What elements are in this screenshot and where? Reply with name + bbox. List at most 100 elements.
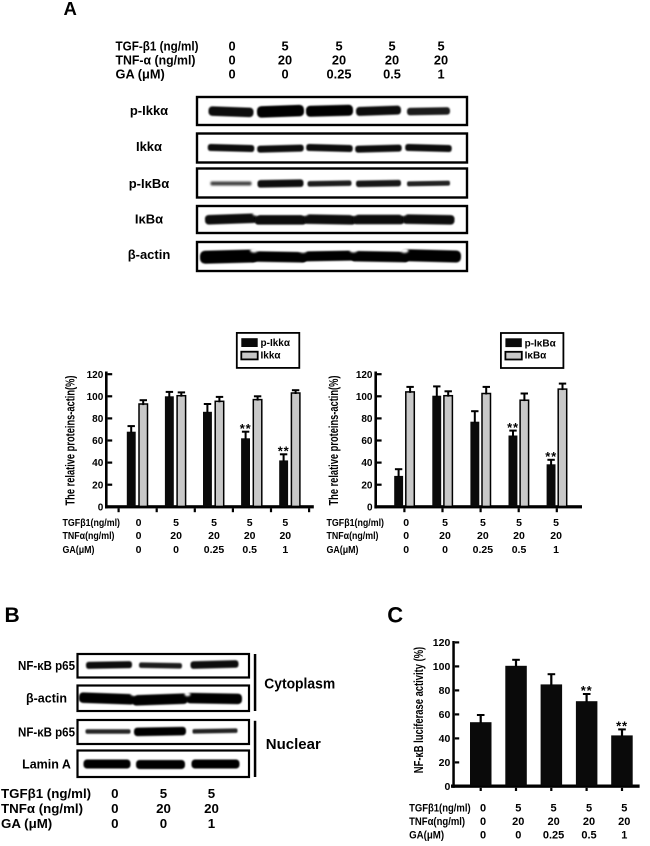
svg-text:5: 5 xyxy=(335,39,342,54)
svg-text:0: 0 xyxy=(228,53,235,68)
svg-text:0: 0 xyxy=(98,502,104,513)
svg-text:80: 80 xyxy=(92,414,104,425)
svg-text:1: 1 xyxy=(282,544,288,556)
svg-text:20: 20 xyxy=(156,801,171,816)
svg-text:1: 1 xyxy=(621,830,627,842)
svg-text:20: 20 xyxy=(512,816,524,828)
svg-text:0: 0 xyxy=(480,830,486,842)
svg-text:**: ** xyxy=(278,444,290,459)
svg-text:120: 120 xyxy=(356,370,373,381)
svg-text:5: 5 xyxy=(586,803,592,815)
svg-text:0: 0 xyxy=(444,781,450,793)
svg-text:5: 5 xyxy=(247,517,253,529)
svg-text:80: 80 xyxy=(361,414,373,425)
svg-text:20: 20 xyxy=(204,801,219,816)
svg-text:IκBα: IκBα xyxy=(525,351,548,362)
svg-text:5: 5 xyxy=(282,517,288,529)
svg-text:60: 60 xyxy=(361,436,373,447)
svg-text:0: 0 xyxy=(136,544,142,556)
svg-text:**: ** xyxy=(240,421,252,436)
svg-text:TNFα(ng/ml): TNFα(ng/ml) xyxy=(327,531,379,542)
svg-text:0: 0 xyxy=(136,517,142,529)
svg-text:20: 20 xyxy=(513,530,525,542)
svg-text:p-Ikkα: p-Ikkα xyxy=(261,338,291,349)
svg-text:TNF-α (ng/ml): TNF-α (ng/ml) xyxy=(116,53,196,68)
svg-text:0: 0 xyxy=(403,517,409,529)
svg-text:20: 20 xyxy=(550,530,562,542)
svg-text:Lamin A: Lamin A xyxy=(22,758,71,772)
svg-text:Ikkα: Ikkα xyxy=(136,139,162,154)
svg-text:20: 20 xyxy=(92,480,104,491)
svg-text:0.25: 0.25 xyxy=(204,544,225,556)
svg-text:TNFα (ng/ml): TNFα (ng/ml) xyxy=(1,801,83,816)
svg-text:**: ** xyxy=(507,420,519,435)
svg-text:1: 1 xyxy=(553,544,559,556)
svg-text:TGFβ1(ng/ml): TGFβ1(ng/ml) xyxy=(63,518,121,529)
svg-text:20: 20 xyxy=(439,757,451,769)
svg-text:p-Ikkα: p-Ikkα xyxy=(130,103,168,118)
svg-text:5: 5 xyxy=(553,517,559,529)
svg-text:GA (μM): GA (μM) xyxy=(116,67,165,82)
svg-text:The relative proteins-actin(%): The relative proteins-actin(%) xyxy=(327,376,341,506)
svg-text:20: 20 xyxy=(547,816,559,828)
svg-text:80: 80 xyxy=(439,685,451,697)
svg-text:p-IκBα: p-IκBα xyxy=(525,338,557,349)
svg-text:5: 5 xyxy=(388,39,395,54)
svg-text:20: 20 xyxy=(278,53,292,68)
svg-text:TGFβ1 (ng/ml): TGFβ1 (ng/ml) xyxy=(1,786,91,801)
svg-text:Nuclear: Nuclear xyxy=(266,737,321,753)
svg-text:0: 0 xyxy=(228,39,235,54)
svg-text:20: 20 xyxy=(385,53,399,68)
svg-text:40: 40 xyxy=(439,733,451,745)
svg-text:5: 5 xyxy=(281,39,288,54)
svg-text:0.25: 0.25 xyxy=(327,67,352,82)
svg-text:20: 20 xyxy=(439,530,451,542)
svg-text:20: 20 xyxy=(618,816,630,828)
svg-text:0: 0 xyxy=(480,803,486,815)
svg-text:5: 5 xyxy=(515,803,521,815)
svg-text:0: 0 xyxy=(403,530,409,542)
svg-text:0: 0 xyxy=(281,67,288,82)
svg-text:0.5: 0.5 xyxy=(242,544,257,556)
svg-text:5: 5 xyxy=(551,803,557,815)
svg-text:Cytoplasm: Cytoplasm xyxy=(264,676,335,692)
svg-text:0: 0 xyxy=(367,502,373,513)
svg-text:5: 5 xyxy=(480,517,486,529)
svg-text:5: 5 xyxy=(160,786,168,801)
svg-text:GA(μM): GA(μM) xyxy=(327,545,359,556)
svg-text:40: 40 xyxy=(361,458,373,469)
svg-text:40: 40 xyxy=(92,458,104,469)
svg-text:TGF-β1 (ng/ml): TGF-β1 (ng/ml) xyxy=(116,39,199,54)
svg-text:The relative proteins-actin(%): The relative proteins-actin(%) xyxy=(64,376,78,506)
svg-text:60: 60 xyxy=(439,709,451,721)
svg-text:0.5: 0.5 xyxy=(512,544,527,556)
svg-text:1: 1 xyxy=(208,816,216,831)
svg-text:1: 1 xyxy=(437,67,444,82)
svg-text:20: 20 xyxy=(583,816,595,828)
svg-text:100: 100 xyxy=(433,661,451,673)
svg-text:NF-κB luciferase activity (%): NF-κB luciferase activity (%) xyxy=(412,647,426,773)
svg-text:TNFα(ng/ml): TNFα(ng/ml) xyxy=(63,531,115,542)
svg-text:Ikkα: Ikkα xyxy=(261,350,282,361)
svg-text:100: 100 xyxy=(356,392,373,403)
svg-text:0.5: 0.5 xyxy=(581,830,596,842)
svg-text:0: 0 xyxy=(173,544,179,556)
svg-text:5: 5 xyxy=(208,786,216,801)
svg-text:5: 5 xyxy=(211,517,217,529)
svg-text:20: 20 xyxy=(477,530,489,542)
svg-text:GA(μM): GA(μM) xyxy=(409,830,444,842)
svg-text:0: 0 xyxy=(515,830,521,842)
svg-text:0: 0 xyxy=(403,544,409,556)
svg-text:β-actin: β-actin xyxy=(128,247,171,262)
svg-text:TGFβ1(ng/ml): TGFβ1(ng/ml) xyxy=(327,518,385,529)
svg-text:GA(μM): GA(μM) xyxy=(63,545,95,556)
svg-text:60: 60 xyxy=(92,436,104,447)
svg-text:5: 5 xyxy=(442,517,448,529)
svg-text:120: 120 xyxy=(87,370,104,381)
svg-text:**: ** xyxy=(581,683,593,698)
svg-text:20: 20 xyxy=(434,53,448,68)
svg-text:**: ** xyxy=(545,449,557,464)
svg-text:IκBα: IκBα xyxy=(135,212,163,227)
svg-text:20: 20 xyxy=(244,530,256,542)
svg-text:0.5: 0.5 xyxy=(383,67,401,82)
